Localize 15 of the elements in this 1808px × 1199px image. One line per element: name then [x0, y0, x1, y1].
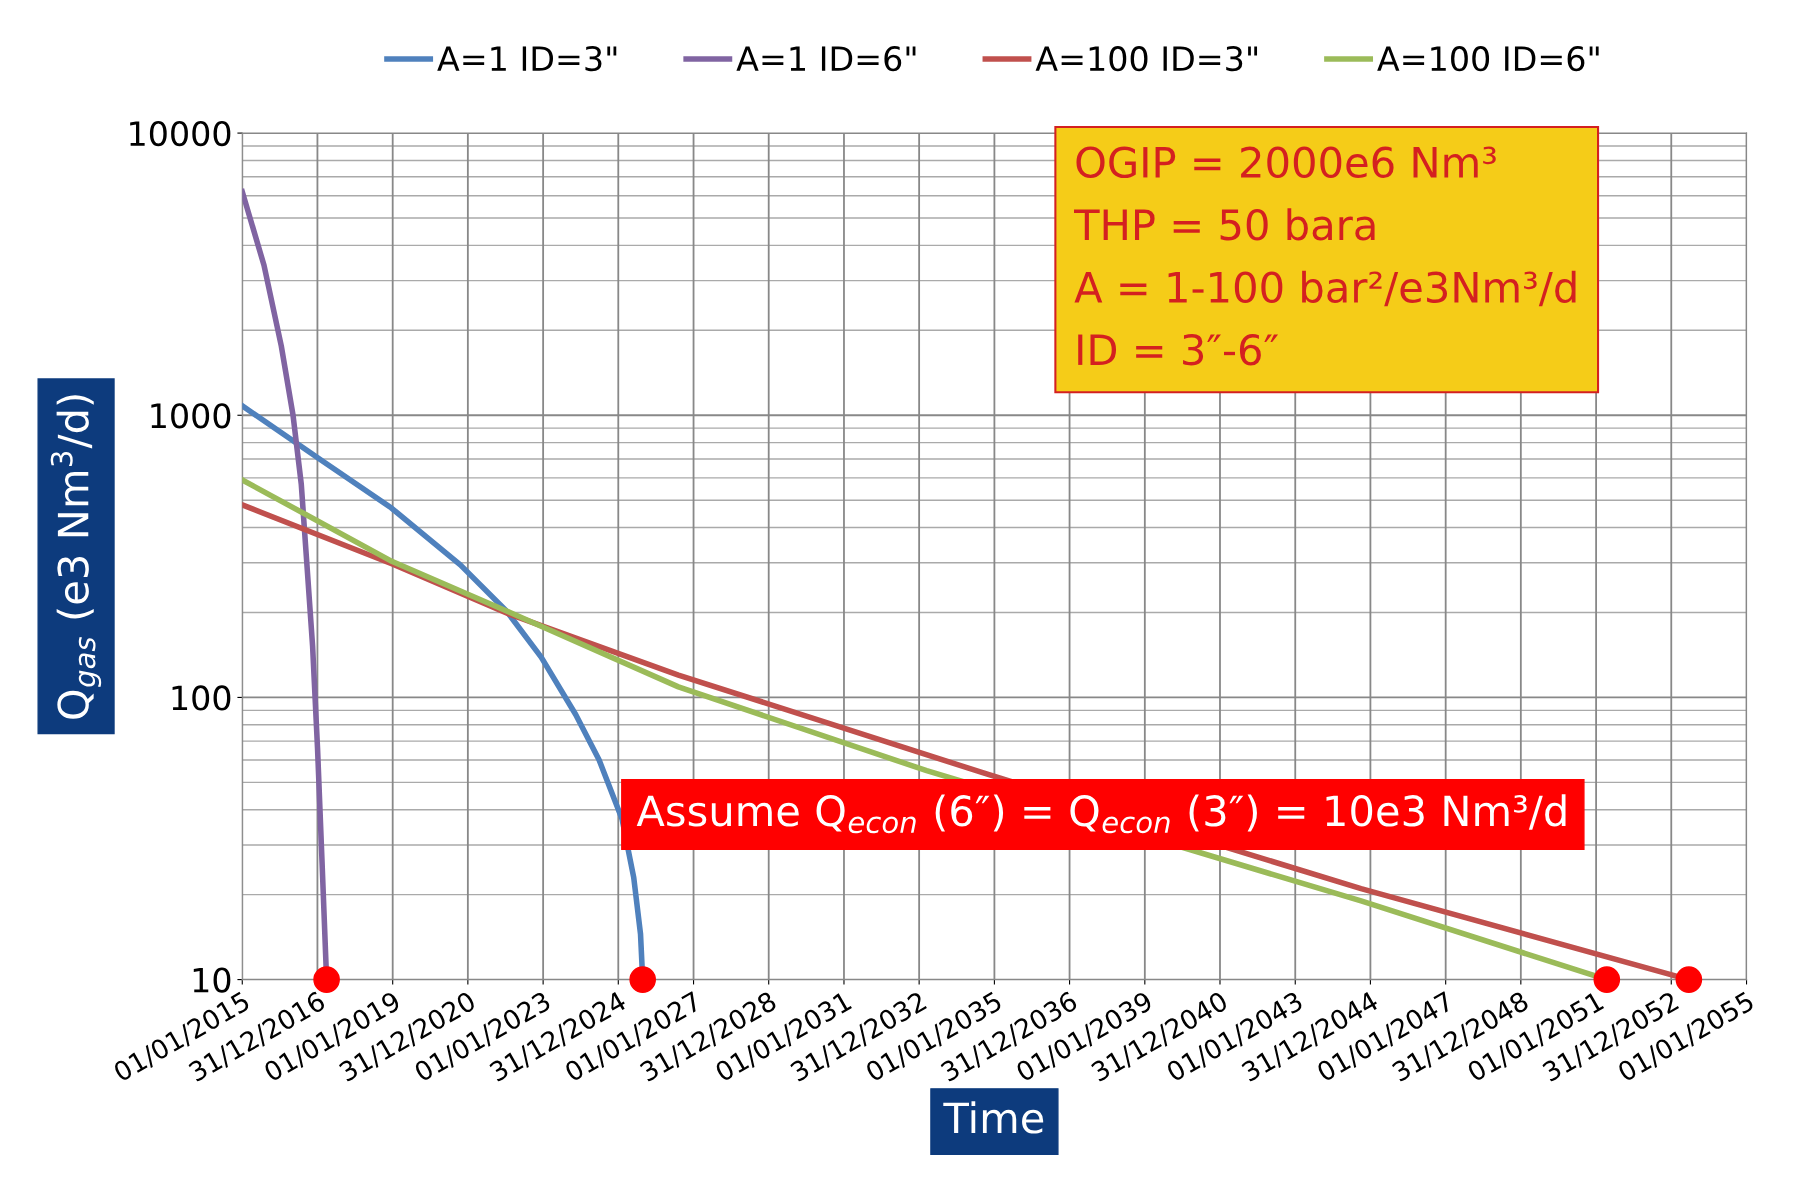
legend-label: A=1 ID=3": [437, 46, 617, 72]
x-axis-title: Time: [943, 1101, 1044, 1134]
y-tick-label: 100: [172, 685, 231, 711]
annotation: A = 1-100 bar²/e3Nm³/d: [1074, 270, 1576, 307]
annotation: ID = 3″-6″: [1078, 333, 1279, 366]
legend-label: A=100 ID=6": [1377, 46, 1599, 72]
y-axis-title: Q$_{gas}$ (e3 Nm$^{3}$/d): [50, 395, 102, 719]
annotation: Assume Q$_{econ}$ (6″) = Q$_{econ}$ (3″) = 10e3 Nm³/d: [636, 794, 1566, 834]
legend-label: A=1 ID=6": [736, 46, 916, 72]
legend-label: A=100 ID=3": [1035, 46, 1258, 72]
annotation: THP = 50 bara: [1074, 208, 1375, 241]
y-tick-label: 10000: [130, 121, 231, 147]
y-tick-label: 10: [193, 967, 231, 993]
y-tick-label: 1000: [151, 403, 231, 429]
annotation: OGIP = 2000e6 Nm³: [1076, 146, 1496, 179]
